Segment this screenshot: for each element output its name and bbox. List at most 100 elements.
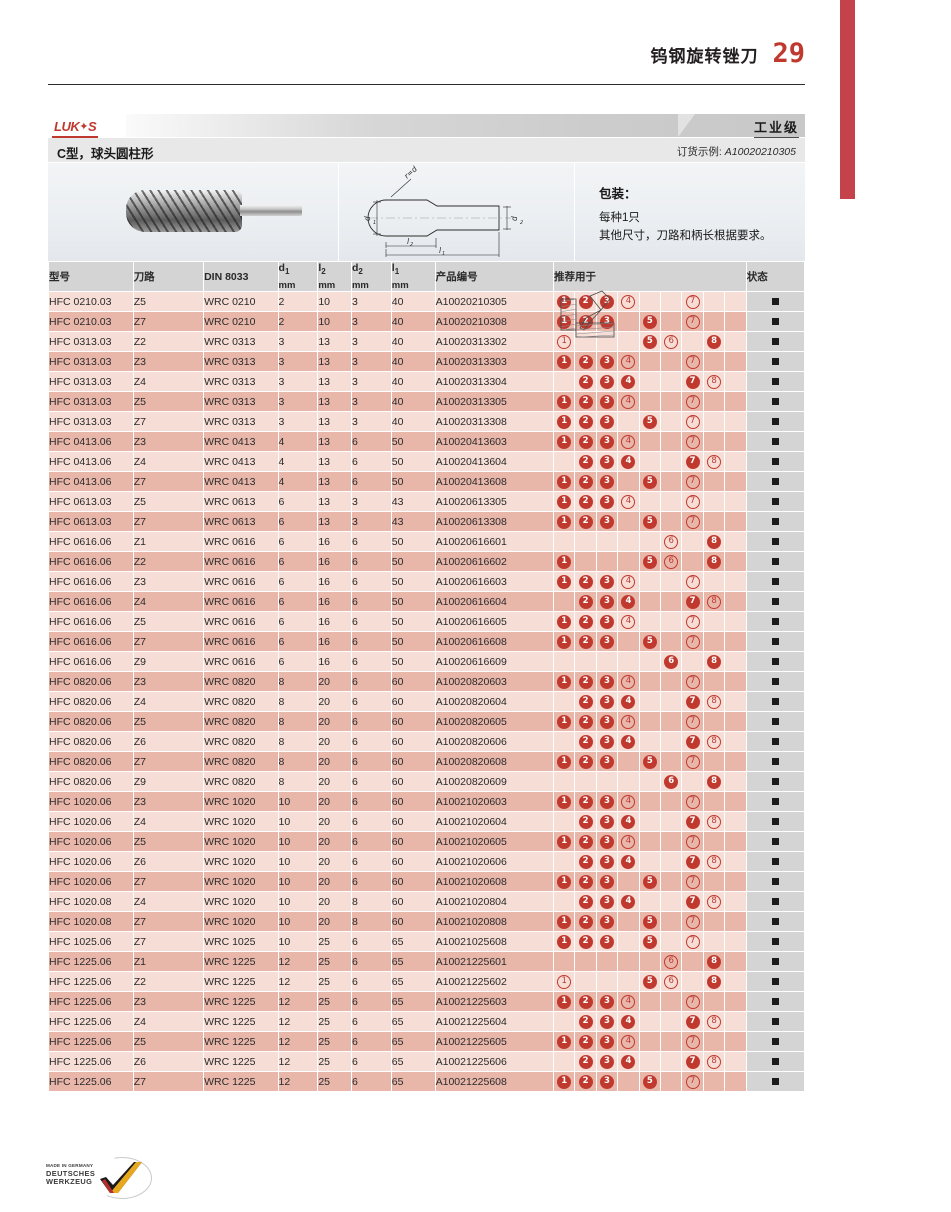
application-badge-filled-2: 2 xyxy=(578,915,593,930)
cell-d2: 6 xyxy=(351,1032,391,1052)
application-badge-cell xyxy=(639,592,661,612)
application-badge-cell: 7 xyxy=(682,992,703,1012)
application-badge-cell: 1 xyxy=(553,472,575,492)
application-badge-cell: 1 xyxy=(553,492,575,512)
cell-l2: 25 xyxy=(318,1032,351,1052)
cell-din: WRC 0820 xyxy=(204,732,278,752)
table-row: HFC 0413.06 Z7 WRC 0413 4 13 6 50 A10020413608 1… xyxy=(49,472,804,492)
cell-l2: 13 xyxy=(318,332,351,352)
application-badge-outline-7: 7 xyxy=(685,795,700,810)
cell-l1: 65 xyxy=(391,1032,435,1052)
cell-d2: 6 xyxy=(351,552,391,572)
table-row: HFC 0313.03 Z7 WRC 0313 3 13 3 40 A10020313308 1… xyxy=(49,412,804,432)
cell-d2: 3 xyxy=(351,412,391,432)
application-badge-cell xyxy=(703,872,725,892)
cell-cut: Z7 xyxy=(133,752,204,772)
application-badge-cell xyxy=(596,652,618,672)
application-badge-cell xyxy=(661,912,682,932)
application-badge-cell xyxy=(639,532,661,552)
application-badge-filled-7: 7 xyxy=(685,1015,700,1030)
application-badge-cell xyxy=(661,1012,682,1032)
application-badge-filled-1: 1 xyxy=(557,395,572,410)
table-row: HFC 0413.06 Z4 WRC 0413 4 13 6 50 A10020413604 2… xyxy=(49,452,804,472)
application-badge-cell: 3 xyxy=(596,1072,618,1092)
application-badge-cell xyxy=(553,532,575,552)
application-badge-filled-4: 4 xyxy=(621,1055,636,1070)
cell-l1: 43 xyxy=(391,492,435,512)
application-badge-cell: 2 xyxy=(575,692,596,712)
application-badge-cell: 5 xyxy=(639,912,661,932)
application-badge-cell: 4 xyxy=(618,572,639,592)
cell-din: WRC 1225 xyxy=(204,1052,278,1072)
filled-square-icon xyxy=(771,378,779,386)
application-badge-cell: 3 xyxy=(596,292,618,312)
filled-square-icon xyxy=(771,838,779,846)
cell-l1: 43 xyxy=(391,512,435,532)
table-row: HFC 0613.03 Z5 WRC 0613 6 13 3 43 A10020613305 1… xyxy=(49,492,804,512)
filled-square-icon xyxy=(771,818,779,826)
cell-code: A10021225604 xyxy=(435,1012,553,1032)
application-badge-cell: 2 xyxy=(575,392,596,412)
application-badge-cell xyxy=(553,732,575,752)
cell-l1: 50 xyxy=(391,472,435,492)
application-badge-cell xyxy=(703,1032,725,1052)
application-badge-filled-7: 7 xyxy=(685,595,700,610)
application-badge-cell xyxy=(639,692,661,712)
table-row: HFC 0413.06 Z3 WRC 0413 4 13 6 50 A10020413603 1… xyxy=(49,432,804,452)
cell-din: WRC 1020 xyxy=(204,872,278,892)
application-badge-filled-2: 2 xyxy=(578,835,593,850)
application-badge-cell xyxy=(553,812,575,832)
table-row: HFC 1020.06 Z6 WRC 1020 10 20 6 60 A10021020606… xyxy=(49,852,804,872)
cell-model: HFC 0313.03 xyxy=(49,392,133,412)
application-badge-cell: 3 xyxy=(596,312,618,332)
star-icon: ✦ xyxy=(79,121,88,133)
status-cell xyxy=(746,512,804,532)
cell-model: HFC 0820.06 xyxy=(49,712,133,732)
cell-model: HFC 0313.03 xyxy=(49,332,133,352)
cell-model: HFC 0210.03 xyxy=(49,312,133,332)
application-badge-cell: 7 xyxy=(682,392,703,412)
application-badge-cell: 5 xyxy=(639,472,661,492)
application-badge-cell xyxy=(703,832,725,852)
application-badge-filled-2: 2 xyxy=(578,295,593,310)
application-badge-cell: 1 xyxy=(553,792,575,812)
cell-l1: 50 xyxy=(391,532,435,552)
application-badge-cell xyxy=(596,972,618,992)
status-cell xyxy=(746,1072,804,1092)
cell-l2: 13 xyxy=(318,472,351,492)
cell-code: A10020820608 xyxy=(435,752,553,772)
application-badge-cell xyxy=(639,732,661,752)
application-badge-filled-8: 8 xyxy=(707,555,722,570)
cell-l1: 60 xyxy=(391,732,435,752)
cell-model: HFC 0313.03 xyxy=(49,412,133,432)
product-photo-cell xyxy=(48,163,339,261)
application-badge-cell: 3 xyxy=(596,812,618,832)
cell-l2: 16 xyxy=(318,572,351,592)
cell-din: WRC 0616 xyxy=(204,532,278,552)
cell-d1: 2 xyxy=(278,312,318,332)
application-badge-cell: 5 xyxy=(639,312,661,332)
packaging-line-2: 其他尺寸，刀路和柄长根据要求。 xyxy=(599,230,772,242)
application-badge-cell: 4 xyxy=(618,492,639,512)
application-badge-cell xyxy=(618,632,639,652)
cell-d2: 3 xyxy=(351,292,391,312)
status-cell xyxy=(746,452,804,472)
filled-square-icon xyxy=(771,438,779,446)
application-badge-cell: 2 xyxy=(575,372,596,392)
application-badge-filled-2: 2 xyxy=(578,995,593,1010)
application-badge-cell xyxy=(661,392,682,412)
application-badge-cell xyxy=(703,572,725,592)
cell-l1: 60 xyxy=(391,792,435,812)
cell-cut: Z3 xyxy=(133,572,204,592)
application-badge-filled-3: 3 xyxy=(600,1055,614,1070)
table-row: HFC 0616.06 Z3 WRC 0616 6 16 6 50 A10020616603 1… xyxy=(49,572,804,592)
filled-square-icon xyxy=(771,478,779,486)
svg-text:2: 2 xyxy=(410,242,413,248)
cell-d1: 6 xyxy=(278,652,318,672)
cell-d1: 3 xyxy=(278,392,318,412)
cell-din: WRC 0313 xyxy=(204,412,278,432)
cell-d2: 6 xyxy=(351,752,391,772)
application-badge-filled-2: 2 xyxy=(578,755,593,770)
application-badge-cell: 7 xyxy=(682,592,703,612)
application-badge-cell xyxy=(703,392,725,412)
